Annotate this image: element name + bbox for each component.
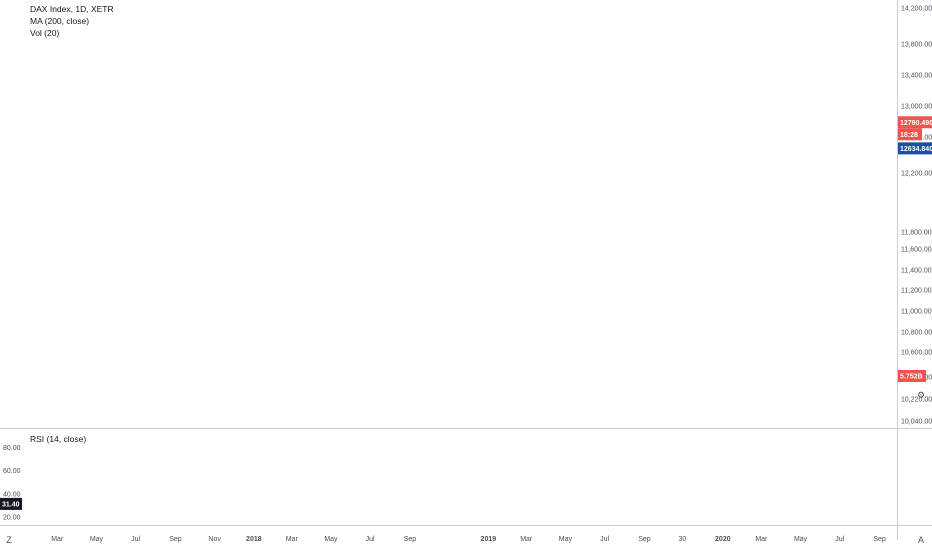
time-tick-label: Mar xyxy=(755,536,768,543)
price-tick-label: 13,400.00 xyxy=(901,73,932,80)
chart-legend: DAX Index, 1D, XETR MA (200, close) Vol … xyxy=(30,3,114,39)
rsi-tick-label: 60.00 xyxy=(3,468,21,475)
price-tick-label: 10,040.00 xyxy=(901,419,932,426)
price-tick-label: 10,800.00 xyxy=(901,330,932,337)
ma-value-badge-bg xyxy=(898,142,932,155)
countdown-badge-bg xyxy=(898,128,922,141)
ma-value-badge-text: 12634.840 xyxy=(900,146,932,153)
price-tick-label: 11,200.00 xyxy=(901,288,932,295)
rsi-tick-label: 20.00 xyxy=(3,515,21,522)
time-tick-label: Jul xyxy=(131,536,140,543)
time-tick-label: Sep xyxy=(873,536,886,543)
legend-symbol: DAX Index, 1D, XETR xyxy=(30,4,114,14)
rsi-value-badge: 31.40 xyxy=(0,497,22,510)
time-tick-label: 30 xyxy=(678,536,686,543)
countdown-badge-text: 18:28 xyxy=(900,132,918,139)
volume-badge: 5.752B xyxy=(898,370,926,382)
price-tick-label: 11,400.00 xyxy=(901,268,932,275)
price-tick-label: 11,000.00 xyxy=(901,309,932,316)
ma-value-badge: 12634.840 xyxy=(898,142,932,155)
price-tick-label: 10,220.00 xyxy=(901,397,932,404)
time-tick-label: May xyxy=(324,536,338,543)
time-tick-label: May xyxy=(90,536,104,543)
price-tick-label: 11,800.00 xyxy=(901,230,932,237)
rsi-value-badge-bg xyxy=(0,497,22,510)
auto-scale-button[interactable]: A xyxy=(917,535,924,545)
price-tick-label: 11,600.00 xyxy=(901,247,932,254)
last-price-badge-bg xyxy=(898,116,932,129)
time-tick-label: Nov xyxy=(208,536,221,543)
time-tick-label: Mar xyxy=(286,536,299,543)
volume-badge-bg xyxy=(898,370,926,382)
settings-icon[interactable]: ⚙ xyxy=(916,390,926,400)
rsi-tick-label: 40.00 xyxy=(3,491,21,498)
countdown-badge: 18:28 xyxy=(898,128,922,141)
time-tick-label: Mar xyxy=(51,536,64,543)
rsi-legend: RSI (14, close) xyxy=(30,434,87,444)
time-tick-label: Sep xyxy=(404,536,417,543)
price-tick-label: 14,200.00 xyxy=(901,6,932,13)
price-tick-label: 13,000.00 xyxy=(901,104,932,111)
rsi-value-badge-text: 31.40 xyxy=(2,501,20,508)
time-tick-label: May xyxy=(559,536,573,543)
rsi-tick-label: 80.00 xyxy=(3,445,21,452)
volume-badge-text: 5.752B xyxy=(900,374,923,381)
time-tick-label: Sep xyxy=(638,536,651,543)
time-tick-label: Sep xyxy=(169,536,182,543)
price-tick-label: 10,600.00 xyxy=(901,350,932,357)
time-tick-label: 2020 xyxy=(715,536,731,543)
time-tick-label: Jul xyxy=(366,536,375,543)
price-tick-label: 12,200.00 xyxy=(901,171,932,178)
legend-volume: Vol (20) xyxy=(30,28,60,38)
time-tick-label: Mar xyxy=(520,536,533,543)
time-tick-label: Jul xyxy=(600,536,609,543)
time-tick-label: Jul xyxy=(835,536,844,543)
price-tick-label: 13,800.00 xyxy=(901,42,932,49)
last-price-badge: 12790.490 xyxy=(898,116,932,129)
time-tick-label: May xyxy=(794,536,808,543)
last-price-badge-text: 12790.490 xyxy=(900,120,932,127)
zoom-toggle-button[interactable]: Z xyxy=(6,535,12,545)
time-tick-label: 2018 xyxy=(246,536,262,543)
time-tick-label: 2019 xyxy=(481,536,497,543)
legend-ma: MA (200, close) xyxy=(30,16,90,26)
